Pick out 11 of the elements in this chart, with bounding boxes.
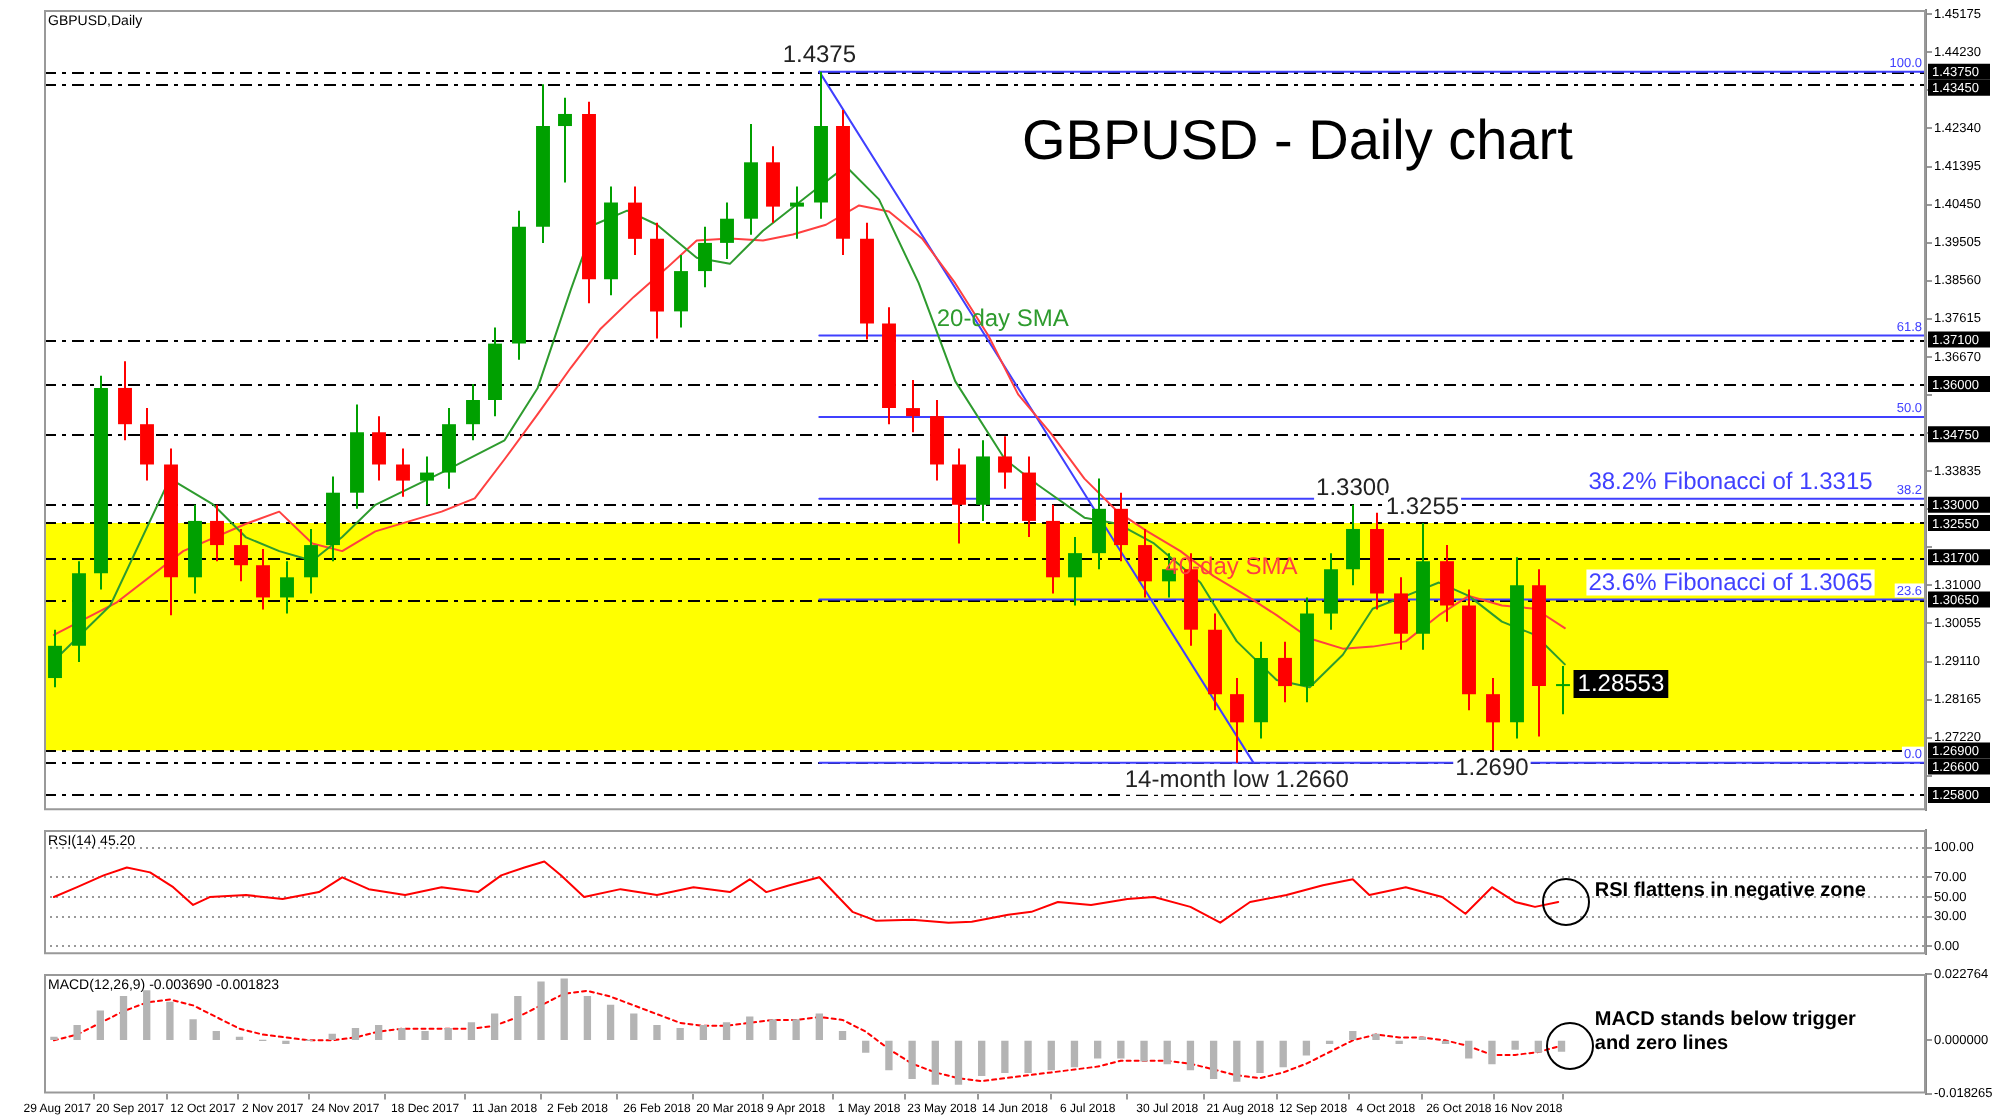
annotation: 1.3300 <box>1316 473 1391 502</box>
annotation: 38.2% Fibonacci of 1.3315 <box>1588 467 1874 496</box>
annotation: 1.28553 <box>1577 668 1665 697</box>
annotation: 1.2690 <box>1455 753 1530 782</box>
annotation: 1.3255 <box>1385 491 1460 520</box>
annotation: 14-month low 1.2660 <box>1124 765 1350 794</box>
annotation: RSI flattens in negative zone <box>1594 879 1867 902</box>
annotation: 1.4375 <box>782 40 857 69</box>
text: GBPUSD - Daily chart <box>1022 109 1574 172</box>
annotation: 23.6% Fibonacci of 1.3065 <box>1588 568 1874 597</box>
annotation: MACD stands below trigger and zero lines <box>1594 1009 1857 1056</box>
